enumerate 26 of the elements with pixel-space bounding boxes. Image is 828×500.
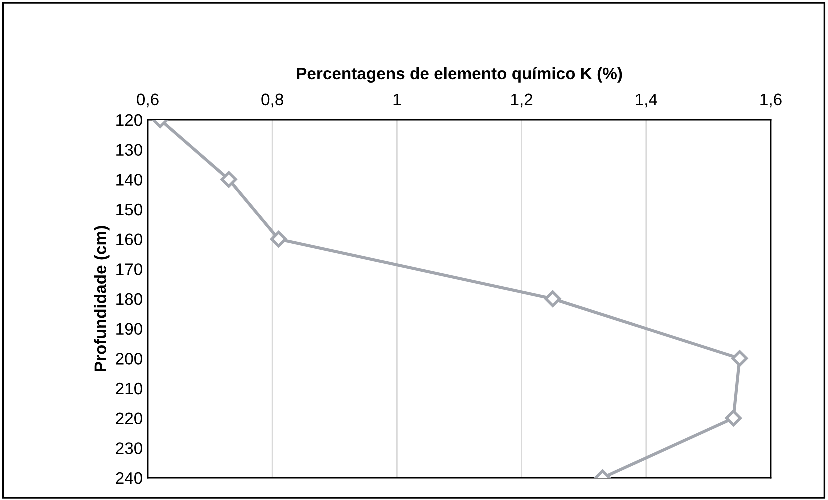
x-tick-label: 1 <box>394 94 402 106</box>
y-tick-label: 160 <box>116 234 142 246</box>
y-tick-label: 180 <box>116 293 142 306</box>
y-tick-label: 210 <box>116 382 142 395</box>
point <box>220 171 238 188</box>
x-tick-label: 1,6 <box>760 94 782 108</box>
point <box>732 350 748 367</box>
x-tick-label: 0,8 <box>262 94 284 108</box>
x-tick-label: 1,4 <box>636 94 658 108</box>
x-axis-title: Percentagens de elemento químico K (%) <box>297 67 622 83</box>
y-tick-label: 190 <box>116 323 142 336</box>
y-tick-label: 240 <box>116 472 142 484</box>
x-tick-label: 0,6 <box>137 94 159 108</box>
y-tick-label: 230 <box>116 442 142 454</box>
point <box>544 290 562 308</box>
y-tick-label: 170 <box>116 264 142 276</box>
y-tick-label: 200 <box>116 353 142 365</box>
x-tick-label: 1,2 <box>511 94 533 108</box>
point <box>270 231 288 248</box>
y-tick-label: 140 <box>116 174 142 186</box>
point <box>725 410 742 427</box>
y-tick-label: 120 <box>116 114 142 126</box>
y-axis-title: Profundidade (cm) <box>94 226 110 372</box>
y-tick-label: 130 <box>116 144 142 156</box>
y-tick-label: 220 <box>116 412 142 425</box>
y-tick-label: 150 <box>116 204 142 216</box>
